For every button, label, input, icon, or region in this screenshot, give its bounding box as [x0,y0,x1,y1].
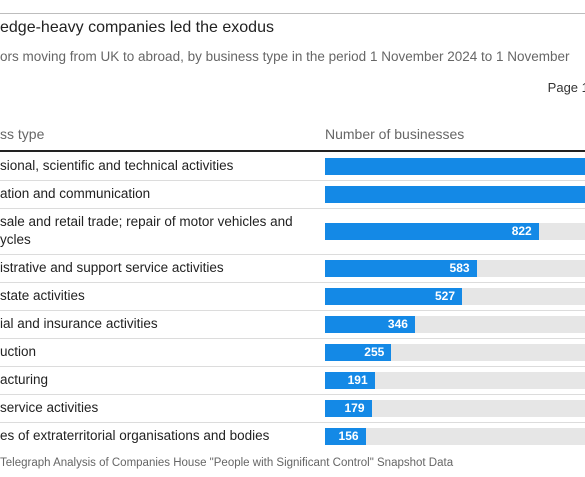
category-label: uction [0,344,37,359]
bar-value-label: 191 [347,372,368,387]
bar [325,222,539,240]
row-separator [0,254,585,255]
bar-track: 255 [325,343,585,361]
row-separator [0,310,585,311]
bar [325,185,585,203]
bar [325,287,463,305]
bar [325,343,392,361]
category-label: ial and insurance activities [0,316,158,331]
chart-title: edge-heavy companies led the exodus [0,19,274,36]
column-header-number: Number of businesses [325,126,465,142]
bar-value-label: 255 [364,344,385,359]
bar [325,399,372,417]
bar-track: 583 [325,259,585,277]
bar [325,427,366,445]
bar-value-label: 179 [344,400,365,415]
bar [325,371,375,389]
category-label: istrative and support service activities [0,260,224,275]
bar-track: 822 [325,222,585,240]
row-separator [0,422,585,423]
header-rule [0,150,585,152]
source-note: Telegraph Analysis of Companies House "P… [0,457,454,469]
bar-track: 527 [325,287,585,305]
category-label: ation and communication [0,186,151,201]
bar-track: 346 [325,315,585,333]
row-separator [0,208,585,209]
bar [325,157,585,175]
category-label: es of extraterritorial organisations and… [0,428,270,443]
row-separator [0,366,585,367]
column-header-business-type: ss type [0,126,45,142]
row-separator [0,180,585,181]
bar-value-label: 527 [434,288,456,303]
chart-subtitle: ors moving from UK to abroad, by busines… [0,49,570,64]
bar-track: 191 [325,371,585,389]
bar-value-label: 822 [511,223,532,238]
row-separator [0,282,585,283]
category-label: acturing [0,372,49,387]
category-label: state activities [0,288,85,303]
bar [325,315,415,333]
bar-value-label: 156 [338,428,359,443]
row-separator [0,338,585,339]
category-label: service activities [0,400,99,415]
top-rule [0,13,585,14]
row-separator [0,394,585,395]
bar-track: 179 [325,399,585,417]
bar-track [325,157,585,175]
page-indicator[interactable]: Page 1 c [547,80,585,95]
bar [325,259,477,277]
bar-track [325,185,585,203]
bar-value-label: 583 [449,260,470,275]
category-label: sale and retail trade; repair of motor v… [0,214,293,247]
category-label: sional, scientific and technical activit… [0,158,234,173]
bar-track: 156 [325,427,585,445]
bar-value-label: 346 [387,316,408,331]
